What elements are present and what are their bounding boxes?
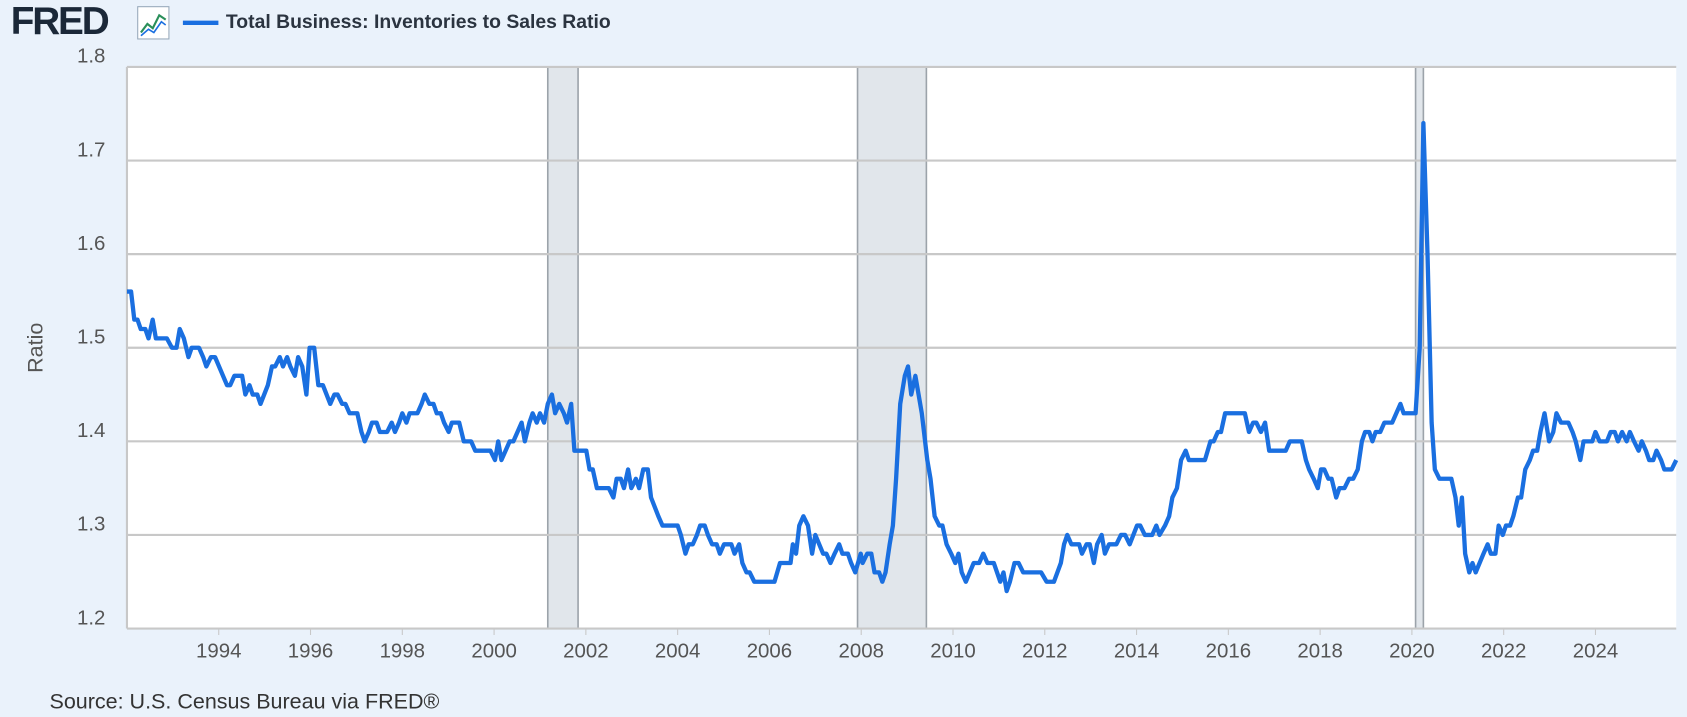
x-tick-label: 2014 <box>1114 640 1159 663</box>
x-tick-label: 2004 <box>655 640 700 663</box>
x-tick-label: 1996 <box>288 640 333 663</box>
x-tick-label: 2010 <box>930 640 975 663</box>
x-tick-label: 2006 <box>747 640 792 663</box>
y-tick-label: 1.5 <box>77 325 105 348</box>
y-tick-label: 1.6 <box>77 232 105 255</box>
x-tick-label: 2016 <box>1206 640 1251 663</box>
x-tick-label: 2018 <box>1297 640 1342 663</box>
x-tick-label: 2020 <box>1389 640 1434 663</box>
y-tick-label: 1.2 <box>77 606 105 629</box>
y-tick-label: 1.8 <box>77 45 105 68</box>
x-tick-label: 2024 <box>1573 640 1618 663</box>
legend-label: Total Business: Inventories to Sales Rat… <box>226 11 611 33</box>
x-tick-label: 2012 <box>1022 640 1067 663</box>
chart-icon <box>137 6 170 40</box>
source: Source: U.S. Census Bureau via FRED® <box>49 689 439 713</box>
data-line <box>126 120 1679 594</box>
x-tick-label: 2000 <box>471 640 516 663</box>
x-tick-label: 1994 <box>196 640 241 663</box>
x-tick-label: 2008 <box>838 640 883 663</box>
y-tick-label: 1.3 <box>77 513 105 536</box>
x-tick-label: 2022 <box>1481 640 1526 663</box>
y-tick-label: 1.4 <box>77 419 105 442</box>
y-axis-title: Ratio <box>23 323 47 373</box>
logo: FRED <box>11 0 109 43</box>
y-tick-label: 1.7 <box>77 138 105 161</box>
x-tick-label: 1998 <box>380 640 425 663</box>
x-tick-label: 2002 <box>563 640 608 663</box>
